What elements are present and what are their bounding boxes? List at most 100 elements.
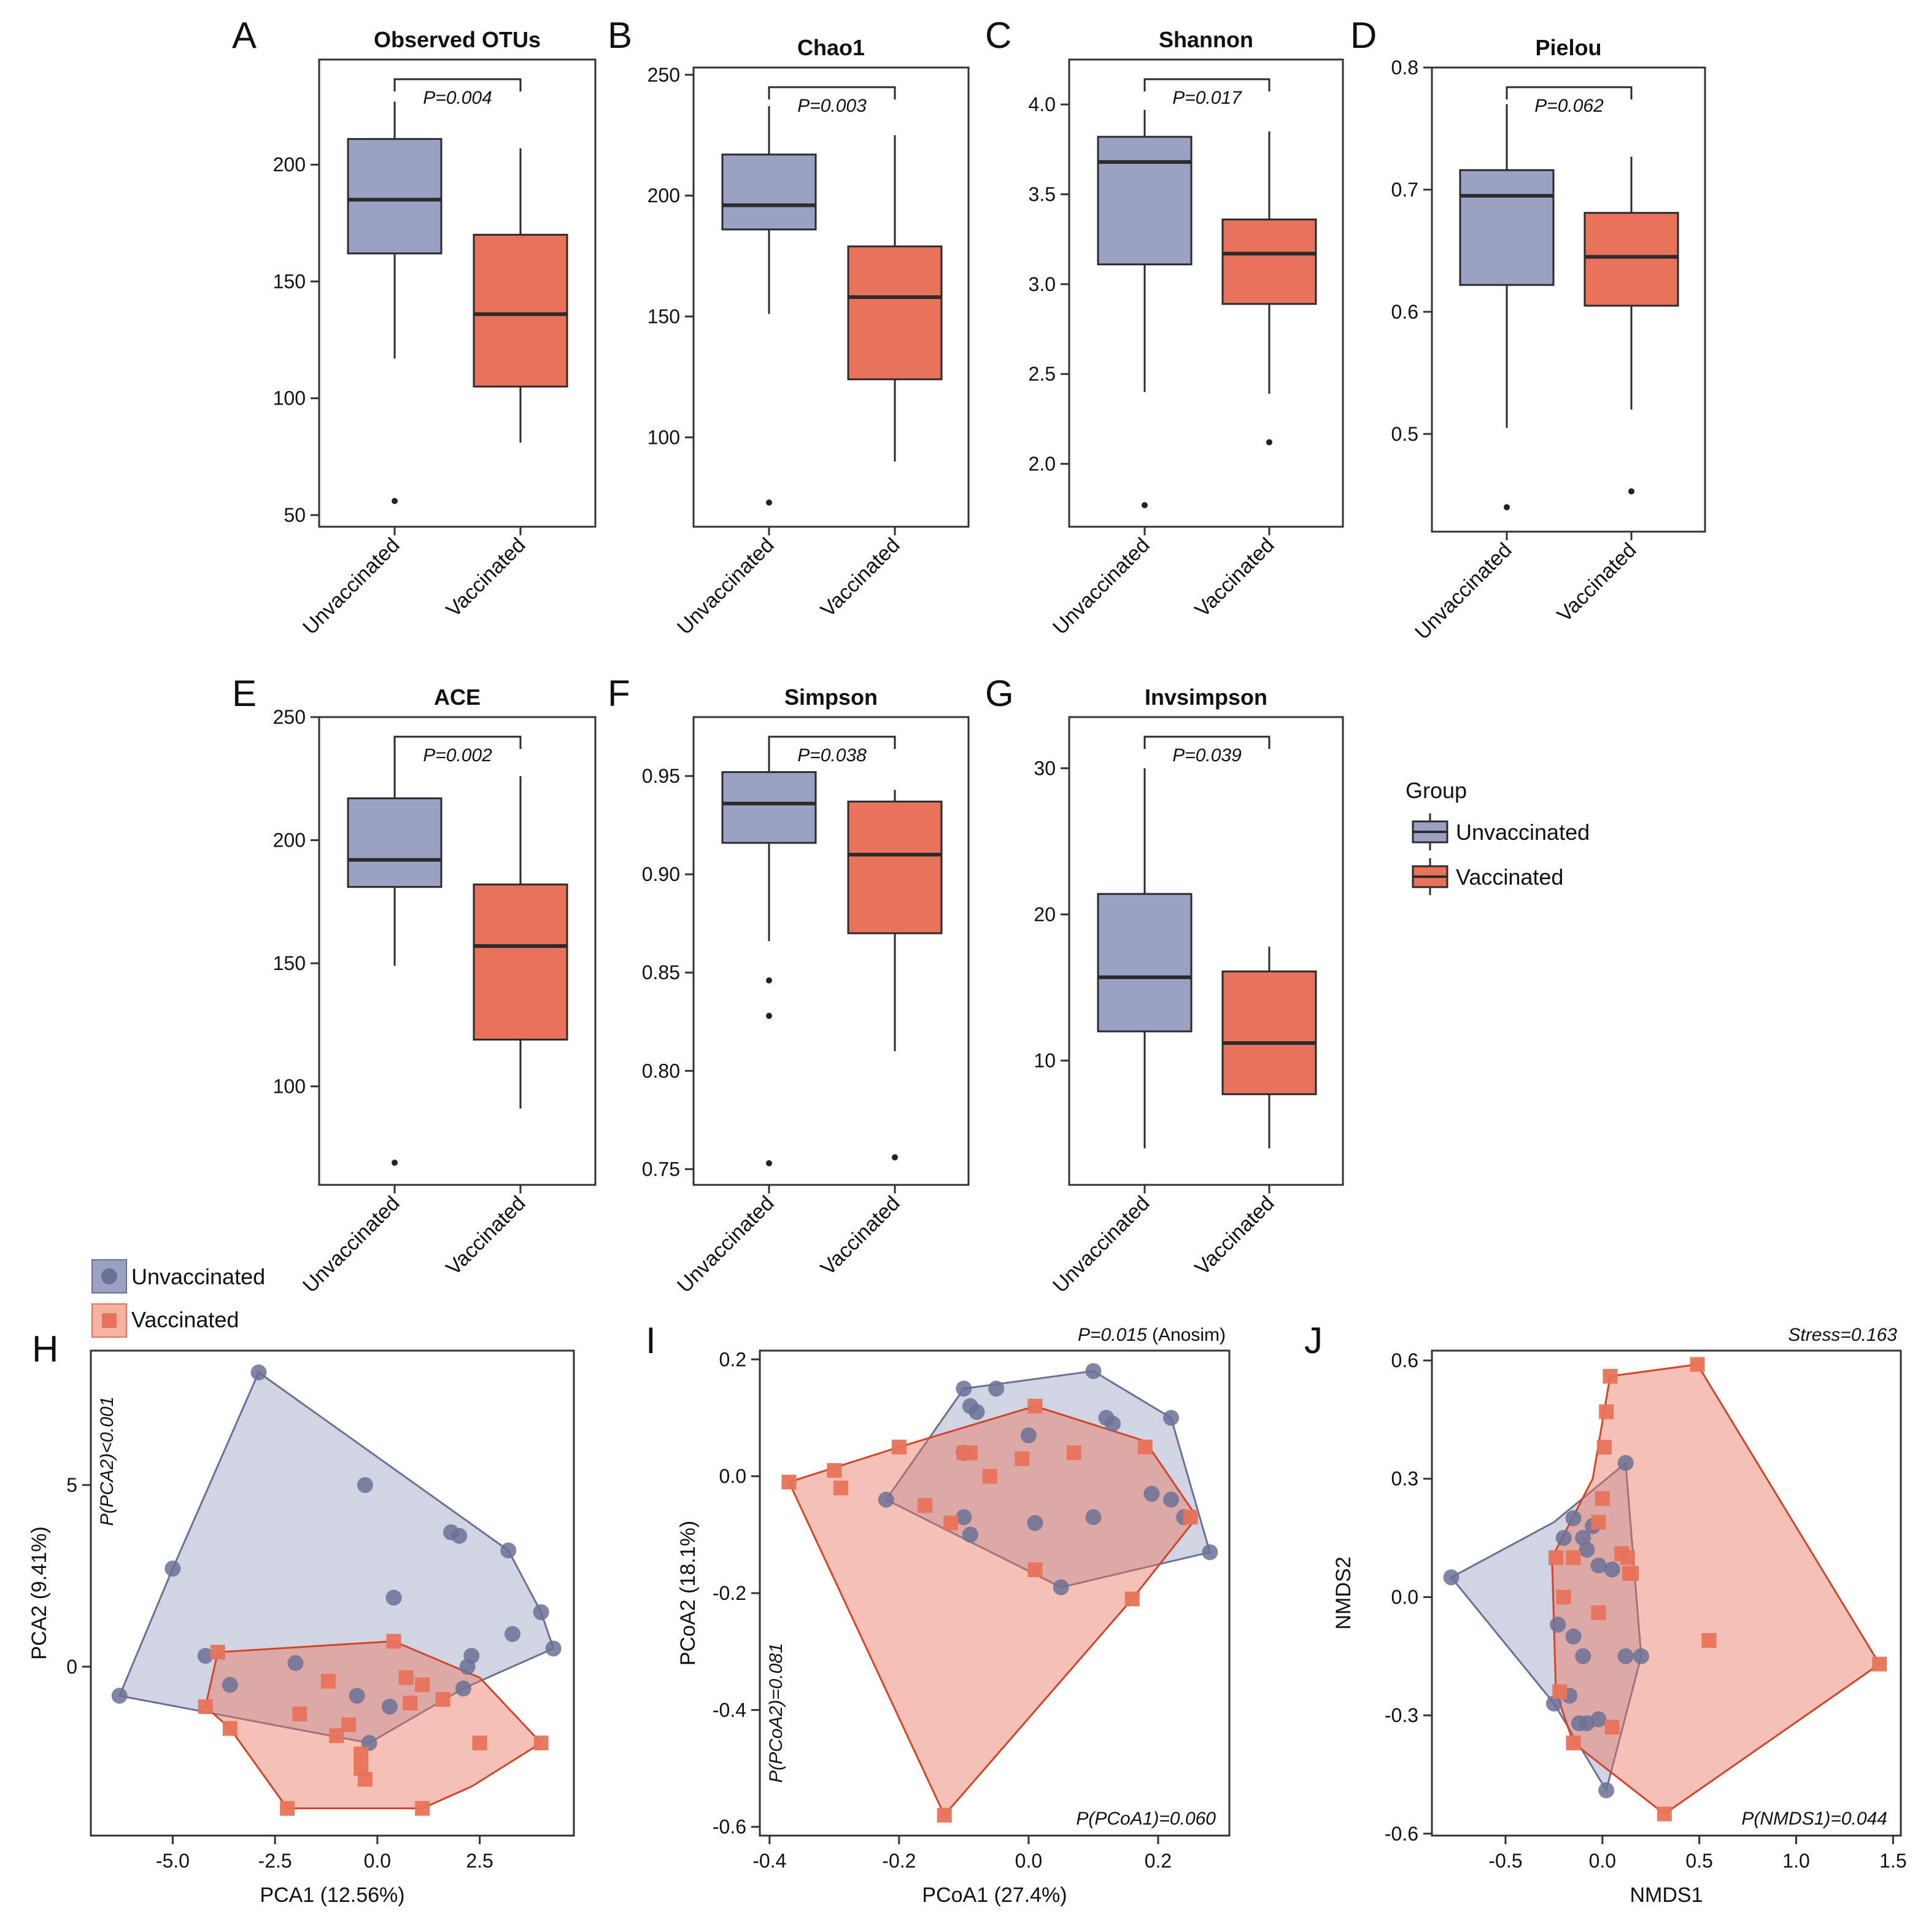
panel-h-point-vaccinated [415,1677,430,1693]
panel-pcoa: -0.4 -0.2 0.0 0.2 -0.6 -0.4 -0.2 0.0 0.2 PCoA1 (2… [676,1325,1231,1907]
panel-h-point-unvaccinated [504,1626,520,1642]
panel-h-point-vaccinated [398,1670,414,1685]
invsimpson-significance-bracket [1143,735,1270,749]
panel-i-point-unvaccinated [1085,1509,1102,1526]
legend-ord-marker-unvaccinated [101,1268,117,1284]
panel-i-point-unvaccinated [1163,1491,1180,1508]
simpson-ytick-label: 0.90 [642,863,680,885]
shannon-box-vaccinated [1221,218,1317,305]
invsimpson-ytick-label: 10 [1034,1050,1056,1072]
pielou-significance-bracket [1506,86,1633,99]
panel-i-xtick-label: -0.4 [752,1850,786,1872]
observed-otus-outlier-unvaccinated [392,498,398,505]
panel-j-xtick-label: 0.0 [1589,1850,1616,1872]
panel-h-point-vaccinated [354,1746,369,1761]
panel-i-point-unvaccinated [1020,1427,1037,1444]
panel-h-point-vaccinated [198,1699,213,1714]
pielou-box-unvaccinated [1459,169,1555,286]
simpson-pvalue: P=0.038 [797,745,867,766]
panel-i-point-vaccinated [962,1445,978,1461]
panel-i-point-vaccinated [1027,1562,1043,1577]
ace-significance-bracket [393,735,522,749]
panel-letter-d: D [1350,15,1377,56]
observed-otus-box-unvaccinated [347,138,443,255]
panel-j-point-vaccinated [1622,1565,1638,1581]
panel-j-xtick-label: -0.5 [1488,1850,1522,1872]
panel-h-point-vaccinated [341,1717,357,1732]
panel-j-point-vaccinated [1556,1589,1571,1605]
observed-otus-ytick-label: 150 [273,270,306,292]
observed-otus-xtick-label-unvaccinated: Unvaccinated [298,533,404,640]
panel-j-point-vaccinated [1552,1684,1568,1699]
panel-h-point-unvaccinated [197,1648,214,1664]
chao1-outlier-unvaccinated [766,499,772,506]
shannon-frame [1068,58,1344,528]
chao1-ytick-label: 200 [648,185,680,207]
panel-h-point-vaccinated [320,1674,336,1689]
panel-i-point-unvaccinated [1202,1544,1218,1561]
pielou-box-vaccinated [1584,212,1679,307]
shannon-xtick-label-vaccinated: Vaccinated [1191,533,1279,622]
panel-h-point-unvaccinated [287,1655,304,1671]
shannon-ytick-label: 3.0 [1029,273,1056,295]
panel-pca: -5.0 -2.5 0.0 2.5 0 5 PCA1 (12.56%) PCA2 (9.41%… [28,1349,575,1907]
invsimpson-ytick-label: 20 [1034,903,1056,925]
observed-otus-title: Observed OTUs [374,27,541,52]
panel-i-point-vaccinated [827,1463,842,1478]
ace-title: ACE [434,685,481,710]
ace-frame [318,716,597,1186]
panel-ace: ACE 100 150 200 250 Unvaccinated Vaccinated P=0… [273,685,597,1297]
chao1-ytick-label: 250 [648,64,680,86]
panel-i-point-unvaccinated [1053,1579,1069,1596]
panel-h-xtick-label: -2.5 [258,1850,292,1872]
pielou-xtick-label-vaccinated: Vaccinated [1553,538,1641,627]
panel-i-xtick-label: -0.2 [882,1850,916,1872]
panel-letter-a: A [232,15,257,56]
chao1-frame [692,66,970,528]
panel-j-frame [1431,1349,1902,1837]
observed-otus-frame [318,58,597,528]
panel-h-point-vaccinated [415,1801,430,1816]
panel-j-point-vaccinated [1690,1357,1705,1372]
simpson-box-unvaccinated [721,771,817,844]
panel-i-point-unvaccinated [1105,1415,1121,1432]
panel-j-point-vaccinated [1566,1550,1581,1565]
panel-h-xtick-label: 0.0 [364,1850,391,1872]
panel-j-point-unvaccinated [1443,1569,1460,1586]
panel-i-ylabel: PCoA2 (18.1%) [676,1521,700,1666]
simpson-outlier-unvaccinated [766,1012,772,1019]
panel-letter-f: F [608,673,630,714]
panel-j-xlabel: NMDS1 [1630,1884,1703,1907]
legend-ord-swatch-vaccinated [91,1303,127,1338]
panel-j-point-vaccinated [1599,1404,1614,1419]
chao1-xtick-label-unvaccinated: Unvaccinated [673,533,779,640]
panel-i-point-vaccinated [918,1498,933,1513]
shannon-pvalue: P=0.017 [1172,88,1242,108]
panel-j-point-unvaccinated [1565,1510,1582,1526]
simpson-ytick-label: 0.85 [642,961,680,983]
panel-j-point-unvaccinated [1579,1542,1595,1558]
invsimpson-title: Invsimpson [1145,685,1267,710]
panel-j-point-vaccinated [1591,1605,1606,1621]
shannon-box-unvaccinated [1097,136,1193,266]
panel-j-point-unvaccinated [1604,1561,1620,1578]
panel-j-point-unvaccinated [1545,1695,1562,1712]
panel-h-point-unvaccinated [357,1476,373,1493]
panel-letter-i: I [646,1320,656,1361]
chao1-ytick-label: 150 [648,305,680,327]
panel-h-ylabel: PCA2 (9.41%) [28,1526,51,1659]
panel-j-point-vaccinated [1657,1806,1672,1821]
simpson-ytick-label: 0.80 [642,1060,680,1082]
panel-h-point-unvaccinated [463,1648,480,1664]
panel-i-point-vaccinated [982,1468,997,1484]
panel-j-point-unvaccinated [1598,1782,1615,1799]
panel-h-point-vaccinated [533,1736,549,1751]
simpson-outlier-unvaccinated [766,977,772,984]
panel-h-point-vaccinated [435,1692,450,1707]
ace-ytick-label: 150 [273,952,306,974]
panel-j-annotation-bottom: P(NMDS1)=0.044 [1741,1809,1887,1829]
panel-i-point-unvaccinated [1143,1486,1160,1502]
panel-i-point-unvaccinated [1085,1363,1102,1379]
panel-letter-j: J [1304,1320,1323,1361]
